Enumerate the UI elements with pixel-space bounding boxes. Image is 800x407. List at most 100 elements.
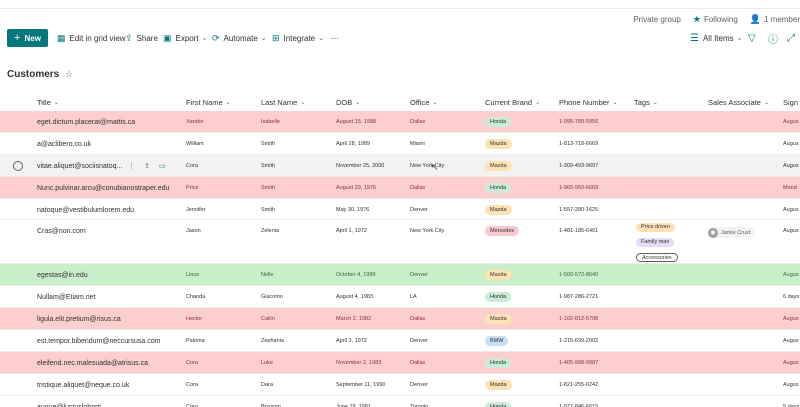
table-row[interactable]: egestas@in.edu Linus Nelle October 4, 1999 D…	[0, 264, 800, 286]
column-header-tags[interactable]: Tags ⌄	[634, 97, 658, 107]
tag-badge: Price driven	[636, 223, 676, 232]
table-row[interactable]: ligula.elit.pretium@risus.ca Hector Cailin…	[0, 308, 800, 330]
members-button[interactable]: 1 member	[763, 14, 800, 24]
column-header-dob[interactable]: DOB ⌄	[336, 97, 361, 107]
cell-title[interactable]: est.tempor.bibendum@neccursusa.com	[37, 330, 182, 352]
cell-brand: Honda	[485, 396, 555, 407]
cell-brand: Mazda	[485, 374, 555, 396]
person-icon: 👤	[749, 13, 761, 24]
share-icon[interactable]: ⇪	[144, 163, 150, 170]
info-button[interactable]: ⓘ	[768, 29, 778, 47]
cell-title[interactable]: eleifend.nec.malesuada@atrisus.ca	[37, 352, 182, 374]
filter-button[interactable]: ▽	[748, 29, 756, 47]
table-row[interactable]: vitae.aliquet@sociisnatoq... Cora Smith Nov…	[0, 155, 800, 177]
cell-first: Cora	[186, 352, 256, 374]
edit-grid-button[interactable]: ▦ Edit in grid view	[57, 29, 126, 47]
cell-text: eget.dictum.placerat@mattis.ca	[37, 118, 136, 126]
column-header-sales-associate[interactable]: Sales Associate ⌄	[708, 97, 769, 107]
cell-text: April 3, 1972	[336, 338, 367, 344]
cell-text: natoque@vestibulumlorem.edu	[37, 206, 134, 214]
table-row[interactable]: natoque@vestibulumlorem.edu Jennifer Smith…	[0, 199, 800, 220]
star-icon[interactable]: ★	[692, 13, 701, 24]
cell-office: Dallas	[410, 111, 480, 133]
column-header-current-brand[interactable]: Current Brand ⌄	[485, 97, 541, 107]
column-header-first-name[interactable]: First Name ⌄	[186, 97, 231, 107]
share-label: Share	[136, 33, 158, 43]
table-row[interactable]: a@aclibero.co.uk William Smith April 28, 19…	[0, 133, 800, 155]
column-header-sign[interactable]: Sign	[783, 97, 799, 107]
cell-first: Paloma	[186, 330, 256, 352]
column-headers: Title ⌄ First Name ⌄ Last Name ⌄ DOB ⌄ Offic…	[0, 93, 800, 111]
column-header-title[interactable]: Title ⌄	[37, 97, 59, 107]
cell-title[interactable]: natoque@vestibulumlorem.edu	[37, 199, 182, 221]
cell-title[interactable]: Cras@non.com	[37, 220, 182, 242]
table-row[interactable]: augue@luctusloborti... Cora Bossom June 19,…	[0, 396, 800, 407]
cell-text: tristique.aliquet@neque.co.uk	[37, 381, 130, 389]
cell-sign: Augus	[783, 220, 800, 242]
cell-title[interactable]: tristique.aliquet@neque.co.uk	[37, 374, 182, 396]
table-row[interactable]: Nullam@Etiam.net Chanda Giacomo August 4, 1…	[0, 286, 800, 308]
cell-title[interactable]: a@aclibero.co.uk	[37, 133, 182, 155]
view-switcher[interactable]: ☰ All Items ⌄	[690, 29, 743, 47]
table-row[interactable]: eget.dictum.placerat@mattis.ca Xander Isab…	[0, 111, 800, 133]
brand-badge: Mercedes	[485, 226, 520, 236]
cell-text: 1-309-493-9697	[559, 163, 599, 169]
cell-title[interactable]: eget.dictum.placerat@mattis.ca	[37, 111, 182, 133]
cell-text: Augus	[783, 119, 799, 125]
more-button[interactable]: ···	[331, 29, 339, 47]
cell-first: Hector	[186, 308, 256, 330]
table-row[interactable]: eleifend.nec.malesuada@atrisus.ca Cora Luk…	[0, 352, 800, 374]
automate-icon: ⟳	[212, 32, 220, 43]
cell-text: Smith	[261, 141, 276, 147]
cell-last: Bossom	[261, 396, 331, 407]
cell-title[interactable]: egestas@in.edu	[37, 264, 182, 286]
cell-title[interactable]: vitae.aliquet@sociisnatoq...	[37, 155, 125, 177]
sales-associate-chip[interactable]: ◉ Jamie Crust	[708, 227, 756, 238]
cell-text: March 2, 1982	[336, 316, 372, 322]
cell-dob: August 15, 1988	[336, 111, 406, 133]
brand-badge: BMW	[485, 336, 509, 346]
cell-last: Dara	[261, 374, 331, 396]
cell-text: New York City	[410, 163, 445, 169]
integrate-button[interactable]: ⊞ Integrate ⌄	[272, 29, 324, 47]
column-header-office[interactable]: Office ⌄	[410, 97, 438, 107]
more-vertical-icon[interactable]: ⋮	[128, 163, 135, 170]
cell-last: Smith	[261, 177, 331, 199]
cell-office: LA	[410, 286, 480, 308]
expand-button[interactable]: ⤢	[787, 29, 795, 47]
cell-text: Nullam@Etiam.net	[37, 293, 96, 301]
export-button[interactable]: ▣ Export ⌄	[163, 29, 208, 47]
view-icon: ☰	[690, 32, 699, 44]
cell-phone: 1-987-286-2721	[559, 286, 629, 308]
table-row[interactable]: tristique.aliquet@neque.co.uk Cora Dara Sep…	[0, 374, 800, 396]
cell-last: Zephania	[261, 330, 331, 352]
row-select-radio[interactable]	[13, 161, 23, 171]
share-button[interactable]: ⇪ Share	[125, 29, 158, 47]
favorite-star-icon[interactable]: ☆	[65, 69, 74, 79]
comment-icon[interactable]: ▭	[158, 163, 166, 170]
cell-text: a@aclibero.co.uk	[37, 140, 92, 148]
cell-title[interactable]: Nullam@Etiam.net	[37, 286, 182, 308]
cell-first: Cora	[186, 155, 256, 177]
cell-text: Linus	[186, 272, 200, 278]
table-row[interactable]: Nunc.pulvinar.arcu@conubianostraper.edu P…	[0, 177, 800, 199]
cell-text: Denver	[410, 382, 428, 388]
table-row[interactable]: est.tempor.bibendum@neccursusa.com Paloma…	[0, 330, 800, 352]
brand-badge: Honda	[485, 402, 512, 407]
column-header-phone-number[interactable]: Phone Number ⌄	[559, 97, 618, 107]
cell-phone: 1-977-846-6615	[559, 396, 629, 407]
cell-text: Dallas	[410, 119, 426, 125]
new-button[interactable]: + New	[7, 29, 48, 47]
cell-title[interactable]: augue@luctusloborti...	[37, 396, 182, 407]
following-button[interactable]: Following	[703, 14, 738, 24]
column-header-last-name[interactable]: Last Name ⌄	[261, 97, 306, 107]
cell-title[interactable]: Nunc.pulvinar.arcu@conubianostraper.edu	[37, 177, 182, 199]
cell-text: William	[186, 141, 204, 147]
cell-sign: 5 days	[783, 396, 800, 407]
cell-text: 1-813-718-6669	[559, 141, 599, 147]
automate-button[interactable]: ⟳ Automate ⌄	[212, 29, 267, 47]
cell-brand: Mazda	[485, 308, 555, 330]
cell-title[interactable]: ligula.elit.pretium@risus.ca	[37, 308, 182, 330]
table-row[interactable]: Cras@non.com Jason Zelenia April 1, 1972 New…	[0, 220, 800, 264]
cell-text: est.tempor.bibendum@neccursusa.com	[37, 337, 161, 345]
